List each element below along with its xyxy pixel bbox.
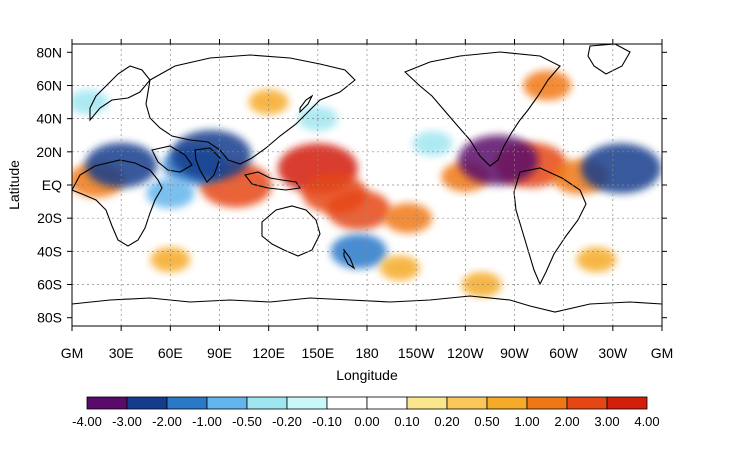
x-tick-label: GM — [61, 345, 84, 361]
x-tick-label: 90E — [207, 345, 232, 361]
anomaly-field — [72, 70, 662, 298]
colorbar-label: 2.00 — [554, 414, 579, 429]
coastline-africa-europe — [72, 159, 163, 247]
y-tick-label: 40S — [37, 243, 62, 259]
anomaly-patch-21 — [461, 272, 502, 298]
colorbar-swatch — [206, 396, 248, 410]
colorbar-label: -1.00 — [192, 414, 222, 429]
x-tick-label: GM — [651, 345, 674, 361]
colorbar-swatch — [366, 396, 408, 410]
anomaly-patch-20 — [576, 247, 617, 273]
x-tick-label: 120E — [252, 345, 285, 361]
colorbar-swatch — [446, 396, 488, 410]
anomaly-patch-18 — [248, 89, 289, 115]
anomaly-patch-17 — [72, 89, 109, 115]
x-axis-tick-labels: GM 30E 60E 90E 120E 150E 180 150W 120W 90W 60W 30W G… — [61, 345, 674, 361]
colorbar-swatches — [86, 396, 648, 410]
y-axis-title: Latitude — [6, 160, 22, 210]
coastline-new-zealand — [343, 248, 356, 270]
y-tick-label: EQ — [42, 177, 62, 193]
colorbar-labels: -4.00 -3.00 -2.00 -1.00 -0.50 -0.20 -0.10 0.00 0… — [72, 414, 659, 429]
colorbar-label: -0.50 — [232, 414, 262, 429]
x-tick-label: 60E — [158, 345, 183, 361]
colorbar-swatch — [166, 396, 208, 410]
colorbar-swatch — [406, 396, 448, 410]
coastline-asia — [145, 54, 356, 165]
y-tick-label: 80S — [37, 310, 62, 326]
colorbar-label: -0.10 — [312, 414, 342, 429]
colorbar-swatch — [326, 396, 368, 410]
coastlines — [72, 44, 662, 313]
x-tick-label: 150W — [398, 345, 435, 361]
colorbar-label: 0.50 — [474, 414, 499, 429]
colorbar-label: 4.00 — [634, 414, 659, 429]
y-tick-label: 60S — [37, 277, 62, 293]
y-tick-label: 60N — [36, 77, 62, 93]
colorbar-swatch — [126, 396, 168, 410]
map-plot-area — [67, 39, 667, 331]
colorbar-swatch — [526, 396, 568, 410]
colorbar-label: 3.00 — [594, 414, 619, 429]
anomaly-patch-16 — [412, 131, 453, 157]
x-tick-label: 60W — [549, 345, 579, 361]
graticule — [72, 44, 662, 326]
axis-tick-marks — [67, 39, 667, 331]
y-tick-label: 80N — [36, 44, 62, 60]
colorbar: -4.00 -3.00 -2.00 -1.00 -0.50 -0.20 -0.10 0.00 0… — [72, 396, 660, 429]
coastline-south-america — [513, 167, 587, 286]
x-tick-label: 90W — [500, 345, 530, 361]
colorbar-label: -3.00 — [112, 414, 142, 429]
y-tick-label: 20S — [37, 210, 62, 226]
colorbar-swatch — [566, 396, 608, 410]
colorbar-swatch — [86, 396, 128, 410]
colorbar-swatch — [606, 396, 648, 410]
colorbar-label: -4.00 — [72, 414, 102, 429]
colorbar-swatch — [246, 396, 288, 410]
y-axis-tick-labels: 80N 60N 40N 20N EQ 20S 40S 60S 80S — [36, 44, 62, 325]
x-tick-label: 30W — [598, 345, 628, 361]
anomaly-patch-13 — [581, 143, 662, 194]
colorbar-label: 0.00 — [354, 414, 379, 429]
anomaly-patch-19 — [379, 255, 420, 281]
anomaly-patch-3 — [326, 189, 391, 230]
colorbar-label: 0.10 — [394, 414, 419, 429]
coastline-arabia — [151, 145, 193, 173]
colorbar-label: -0.20 — [272, 414, 302, 429]
coastline-antarctica — [72, 295, 662, 313]
coastline-europe — [89, 65, 151, 122]
colorbar-label: 0.20 — [434, 414, 459, 429]
x-axis-title: Longitude — [336, 367, 398, 383]
x-tick-label: 120W — [447, 345, 484, 361]
x-tick-label: 150E — [301, 345, 334, 361]
colorbar-swatch — [286, 396, 328, 410]
coastline-australia — [261, 205, 321, 257]
anomaly-patch-11 — [171, 130, 252, 181]
coastline-north-america — [403, 51, 561, 167]
x-tick-label: 30E — [109, 345, 134, 361]
y-tick-label: 20N — [36, 144, 62, 160]
colorbar-swatch — [486, 396, 528, 410]
anomaly-patch-15 — [146, 178, 195, 209]
y-tick-label: 40N — [36, 111, 62, 127]
colorbar-label: -2.00 — [152, 414, 182, 429]
colorbar-label: 1.00 — [514, 414, 539, 429]
coastline-japan — [299, 94, 314, 114]
x-tick-label: 180 — [355, 345, 379, 361]
coastline-india — [194, 147, 221, 183]
coastline-greenland — [587, 44, 631, 75]
